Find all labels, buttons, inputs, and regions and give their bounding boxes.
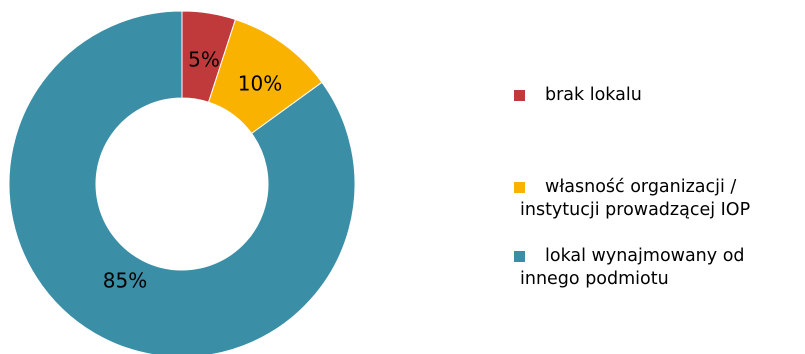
legend-item-wlasnosc-organizacji: własność organizacji / instytucji prowad… [510,176,800,222]
slice-data-label-0: 5% [188,48,220,72]
slice-data-label-1: 10% [238,72,282,96]
legend-label-lokal-wynajmowany: lokal wynajmowany od innego podmiotu [520,246,745,289]
legend-item-lokal-wynajmowany: lokal wynajmowany od innego podmiotu [510,245,800,291]
donut-slice-2 [8,10,356,354]
legend-label-brak-lokalu: brak lokalu [545,85,642,105]
legend-item-brak-lokalu: brak lokalu [510,84,800,107]
legend-swatch-lokal-wynajmowany [514,251,525,262]
legend-label-wlasnosc-organizacji: własność organizacji / instytucji prowad… [520,177,751,220]
legend-swatch-wlasnosc-organizacji [514,182,525,193]
legend-swatch-brak-lokalu [514,90,525,101]
slice-data-label-2: 85% [103,269,147,293]
